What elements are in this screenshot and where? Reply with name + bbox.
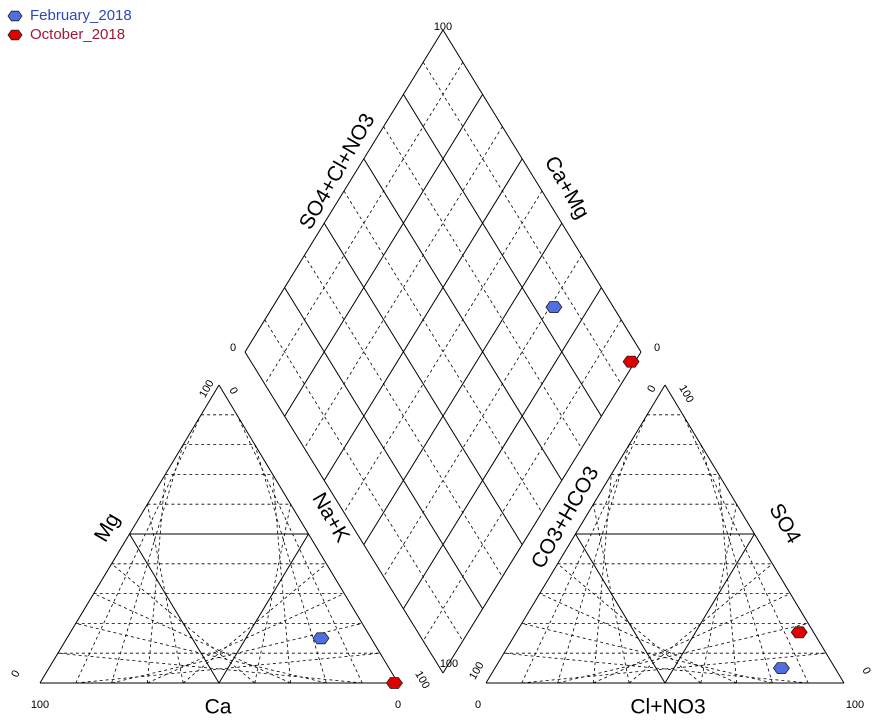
vertex-tick: 0 [654, 342, 660, 354]
axis-end-tick: 0 [859, 665, 872, 676]
axis-title: SO4 [764, 500, 805, 548]
grid-line [111, 563, 256, 684]
grid-line [304, 126, 503, 449]
axis-end-tick: 0 [645, 383, 658, 394]
cation-point [312, 632, 330, 645]
legend-marker [7, 10, 23, 22]
axis-end-tick: 100 [31, 699, 49, 711]
frame-line [323, 222, 523, 545]
axis-title: Mg [90, 509, 125, 546]
grid-line [75, 623, 327, 684]
frame-line [218, 533, 309, 684]
diamond-point [622, 355, 640, 368]
grid-line [93, 593, 291, 684]
vertex-tick: 100 [440, 658, 458, 670]
axis-end-tick: 100 [412, 669, 432, 691]
anion-point [772, 662, 790, 674]
grid-line [700, 504, 737, 684]
legend-marker [7, 29, 23, 41]
axis-end-tick: 100 [467, 660, 487, 682]
frame-line [402, 94, 602, 417]
vertex-tick: 100 [434, 21, 452, 33]
frame-line [129, 533, 220, 684]
axis-end-tick: 0 [9, 668, 22, 679]
grid-line [57, 652, 363, 684]
axis-end-tick: 100 [197, 378, 217, 400]
grid-line [718, 474, 737, 684]
frame-line [442, 351, 642, 674]
grid-line [272, 474, 291, 684]
grid-line [503, 652, 809, 684]
grid-line [75, 414, 202, 684]
frame-line [363, 158, 563, 481]
axis-end-tick: 100 [846, 699, 864, 711]
grid-line [254, 504, 291, 684]
frame-line [575, 533, 666, 684]
vertex-tick: 0 [230, 342, 236, 354]
axis-title: Ca+Mg [540, 152, 594, 223]
frame-line [218, 384, 399, 684]
frame-line [442, 29, 642, 353]
diamond-point [545, 301, 563, 314]
grid-line [264, 319, 464, 642]
grid-line [422, 319, 622, 642]
frame-line [244, 29, 444, 353]
frame-line [664, 384, 845, 684]
axis-end-tick: 100 [676, 383, 696, 405]
frame-line [244, 351, 444, 674]
grid-line [236, 414, 363, 684]
cation-point [385, 677, 403, 689]
grid-line [539, 593, 737, 684]
axis-end-tick: 0 [226, 385, 239, 396]
frame-line [39, 384, 220, 684]
legend-label: February_2018 [30, 7, 132, 24]
axis-title: Ca [205, 696, 232, 719]
grid-line [521, 623, 773, 684]
frame-line [284, 94, 484, 417]
grid-line [422, 61, 622, 385]
grid-line [682, 414, 809, 684]
grid-line [521, 414, 648, 684]
legend-label: October_2018 [30, 26, 125, 43]
frame-line [485, 384, 666, 684]
grid-line [383, 126, 582, 449]
grid-line [557, 563, 702, 684]
axis-title: Cl+NO3 [630, 696, 705, 719]
grid-line [343, 190, 543, 513]
frame-line [402, 287, 602, 610]
axis-title: SO4+Cl+NO3 [295, 110, 380, 234]
frame-line [664, 533, 755, 684]
axis-title: CO3+HCO3 [527, 462, 604, 572]
axis-end-tick: 0 [475, 699, 481, 711]
axis-end-tick: 0 [395, 699, 401, 711]
anion-point [790, 626, 808, 639]
frame-line [363, 222, 563, 545]
